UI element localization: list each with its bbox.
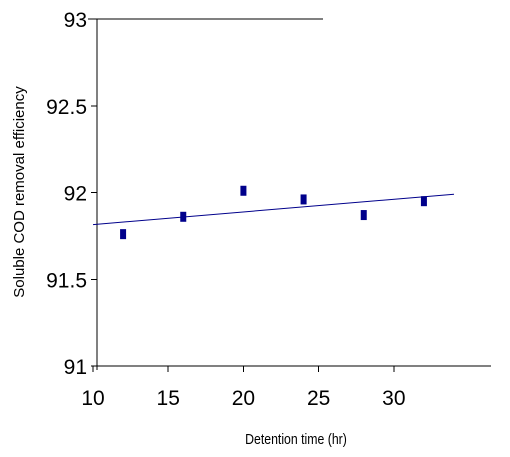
y-axis-title: Soluble COD removal efficiency xyxy=(11,86,28,298)
y-tick-label: 91.5 xyxy=(46,269,87,292)
data-points xyxy=(120,185,427,240)
data-point xyxy=(120,229,127,240)
data-point xyxy=(300,194,307,205)
y-axis-ticks: 91 91.5 92 92.5 93 xyxy=(46,9,97,379)
y-tick-label: 92.5 xyxy=(46,96,87,119)
axes xyxy=(88,18,491,370)
y-tick-label: 91 xyxy=(64,356,87,379)
x-axis-title: Detention time (hr) xyxy=(245,431,347,447)
trendline-group xyxy=(92,193,455,226)
x-tick-label: 25 xyxy=(307,387,330,410)
data-point xyxy=(360,210,367,221)
y-tick-label: 93 xyxy=(64,9,87,32)
x-tick-label: 20 xyxy=(232,387,255,410)
y-tick-label: 92 xyxy=(64,183,87,206)
data-point xyxy=(420,196,427,207)
data-point xyxy=(180,211,187,222)
data-point xyxy=(240,185,247,196)
x-axis-ticks: 10 15 20 25 30 xyxy=(81,366,406,410)
trendline xyxy=(92,193,455,226)
x-tick-label: 10 xyxy=(81,387,104,410)
x-tick-label: 15 xyxy=(157,387,180,410)
x-tick-label: 30 xyxy=(382,387,405,410)
